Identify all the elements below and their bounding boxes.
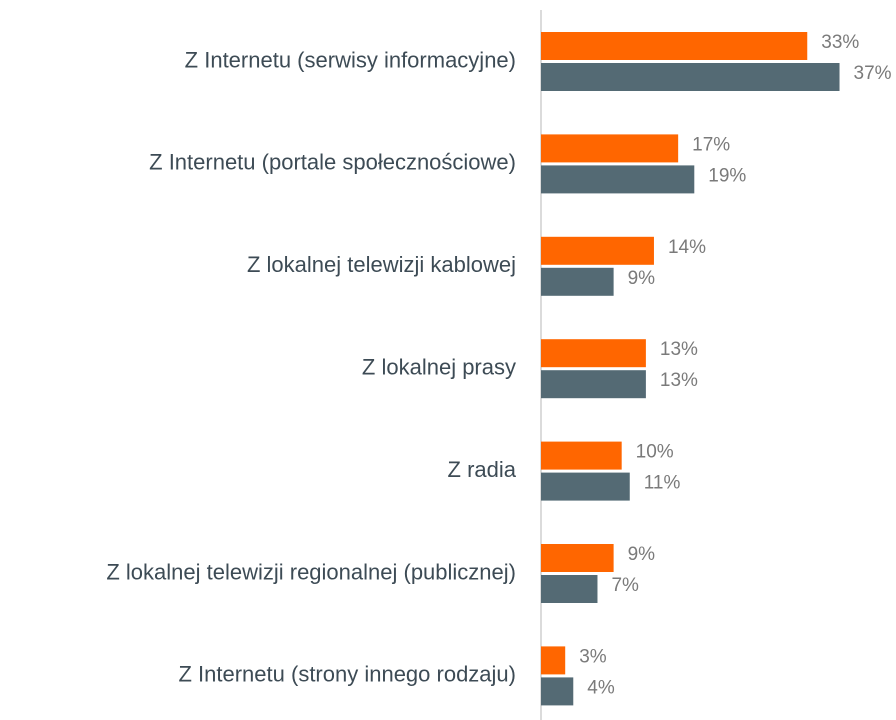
category-label: Z lokalnej telewizji regionalnej (public…: [106, 559, 516, 584]
value-label: 17%: [692, 134, 730, 155]
bar: [541, 165, 695, 194]
value-label: 11%: [644, 473, 681, 494]
value-label: 3%: [579, 646, 607, 667]
value-label: 9%: [628, 268, 656, 289]
bar: [541, 544, 614, 572]
bar: [541, 646, 566, 675]
bar: [541, 370, 646, 399]
bar: [541, 339, 646, 368]
category-label: Z lokalnej prasy: [362, 355, 516, 380]
category-label: Z Internetu (strony innego rodzaju): [178, 662, 516, 687]
category-label: Z radia: [448, 457, 517, 482]
bar: [541, 267, 614, 296]
bar: [541, 441, 622, 470]
value-label: 10%: [636, 442, 674, 463]
value-label: 37%: [854, 63, 892, 84]
value-label: 19%: [708, 165, 746, 186]
value-label: 33%: [821, 32, 859, 53]
value-label: 4%: [587, 677, 615, 698]
bar: [541, 472, 630, 501]
value-label: 7%: [611, 575, 639, 596]
value-label: 13%: [660, 370, 698, 391]
category-label: Z Internetu (portale społecznościowe): [149, 150, 516, 175]
bar: [541, 575, 598, 603]
category-label: Z Internetu (serwisy informacyjne): [185, 47, 516, 72]
value-label: 13%: [660, 339, 698, 360]
bar: [541, 32, 808, 60]
value-label: 9%: [628, 544, 656, 565]
category-label: Z lokalnej telewizji kablowej: [247, 252, 516, 277]
bar: [541, 63, 840, 91]
bar: [541, 236, 654, 265]
bar: [541, 134, 679, 163]
bar: [541, 677, 574, 706]
value-label: 14%: [668, 237, 706, 258]
